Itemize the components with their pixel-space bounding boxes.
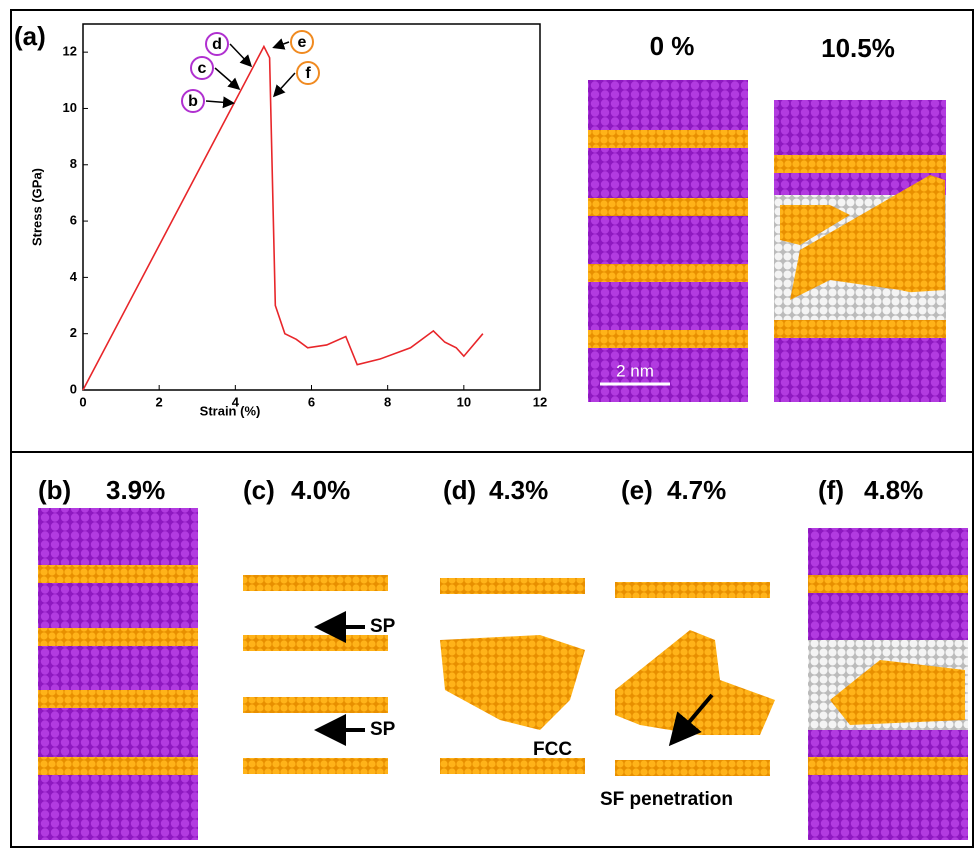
annotation: b xyxy=(188,93,198,110)
atoms xyxy=(615,582,770,598)
snapshot-label: 4.0% xyxy=(291,475,350,505)
atoms xyxy=(38,508,198,840)
snapshot-label: 4.3% xyxy=(489,475,548,505)
atoms xyxy=(243,575,388,591)
atoms xyxy=(588,264,748,282)
y-tick-label: 10 xyxy=(63,100,77,115)
atoms xyxy=(38,565,198,583)
panel-label: (a) xyxy=(14,21,46,51)
atoms xyxy=(588,330,748,348)
figure: (a) 0 % 10.5% 2 nm (b) 3.9% (c) 4.0% (d)… xyxy=(0,0,976,854)
x-tick-label: 12 xyxy=(533,394,547,409)
atoms xyxy=(38,628,198,646)
atoms xyxy=(615,630,775,735)
y-tick-label: 12 xyxy=(63,44,77,59)
atoms xyxy=(243,697,388,713)
annotation-arrow xyxy=(215,68,238,88)
snapshot-label: 0 % xyxy=(650,31,695,61)
annotation: c xyxy=(198,60,207,77)
atoms xyxy=(588,130,748,148)
note: FCC xyxy=(533,739,572,760)
scale-bar-label: 2 nm xyxy=(616,361,654,380)
atoms xyxy=(808,757,968,775)
line xyxy=(83,47,483,390)
y-tick-label: 4 xyxy=(70,269,78,284)
annotation: d xyxy=(212,36,222,53)
annotation-arrow xyxy=(230,44,250,65)
atoms xyxy=(38,757,198,775)
snapshot-label: 4.8% xyxy=(864,475,923,505)
note: SF penetration xyxy=(600,789,733,810)
x-tick-label: 6 xyxy=(308,394,315,409)
panel-label: (b) xyxy=(38,475,71,505)
atoms xyxy=(440,578,585,594)
annotation-arrow xyxy=(275,73,295,95)
snapshot-label: 10.5% xyxy=(821,33,895,63)
atoms xyxy=(243,758,388,774)
y-tick-label: 6 xyxy=(70,213,77,228)
atoms xyxy=(774,320,946,338)
snapshot-label: 4.7% xyxy=(667,475,726,505)
y-axis-label: Stress (GPa) xyxy=(29,168,44,246)
atoms xyxy=(808,575,968,593)
panel-label: (e) xyxy=(621,475,653,505)
panel-label: (c) xyxy=(243,475,275,505)
snapshot-label: 3.9% xyxy=(106,475,165,505)
x-tick-label: 10 xyxy=(457,394,471,409)
y-tick-label: 0 xyxy=(70,381,77,396)
atoms xyxy=(588,80,748,402)
atoms xyxy=(615,760,770,776)
x-tick-label: 4 xyxy=(232,394,240,409)
y-tick-label: 8 xyxy=(70,156,77,171)
annotation-arrow xyxy=(275,42,289,47)
atoms xyxy=(38,690,198,708)
annotation: e xyxy=(298,34,307,51)
annotation-arrow xyxy=(206,101,232,103)
atoms xyxy=(774,155,946,173)
atoms xyxy=(440,635,585,730)
x-tick-label: 8 xyxy=(384,394,391,409)
note: SP xyxy=(370,719,396,740)
x-tick-label: 2 xyxy=(156,394,163,409)
y-tick-label: 2 xyxy=(70,325,77,340)
line-chart: Strain (%) Stress (GPa) 0 2 4 6 8 10 12 0 2 4 6 8 10… xyxy=(29,24,547,418)
x-axis-label: Strain (%) xyxy=(200,403,261,418)
atoms xyxy=(588,198,748,216)
annotation: f xyxy=(305,65,311,82)
atom-images xyxy=(38,80,968,840)
note: SP xyxy=(370,616,396,637)
x-tick-label: 0 xyxy=(79,394,86,409)
atoms xyxy=(243,635,388,651)
panel-label: (d) xyxy=(443,475,476,505)
panel-label: (f) xyxy=(818,475,844,505)
atoms xyxy=(440,758,585,774)
